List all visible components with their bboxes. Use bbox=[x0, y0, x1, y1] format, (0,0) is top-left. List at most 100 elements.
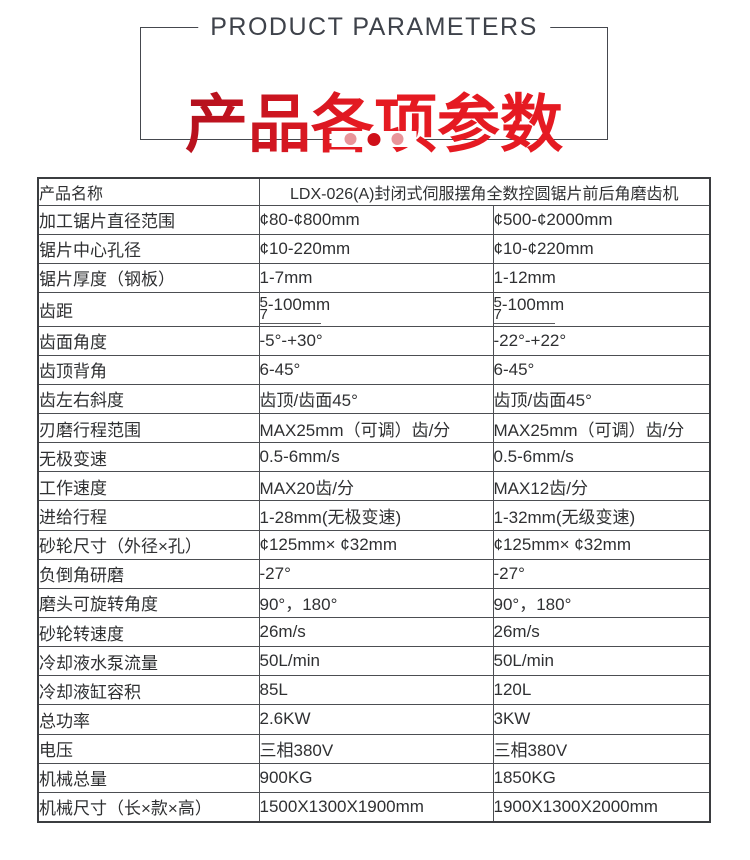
spec-value-cell-2: 0.5-6mm/s bbox=[492, 442, 711, 473]
eyebrow-text: PRODUCT PARAMETERS bbox=[198, 13, 550, 42]
spec-value-cell-2: ¢125mm× ¢32mm bbox=[492, 529, 711, 560]
spec-row: 齿面角度 -5°-+30° -22°-+22° bbox=[37, 325, 711, 356]
spec-value-cell-2: 5 7 -100mm bbox=[492, 291, 711, 327]
spec-row: 总功率 2.6KW 3KW bbox=[37, 704, 711, 735]
spec-value-cell-2: -27° bbox=[492, 558, 711, 589]
spec-row: 机械尺寸（长×款×高） 1500X1300X1900mm 1900X1300X2… bbox=[37, 791, 711, 823]
spec-value-cell-1: 2.6KW bbox=[258, 704, 494, 735]
spec-value-cell-1: 90°，180° bbox=[258, 587, 494, 618]
spec-row: 齿左右斜度 齿顶/齿面45° 齿顶/齿面45° bbox=[37, 383, 711, 414]
spec-value-cell-1: 26m/s bbox=[258, 616, 494, 648]
spec-value-cell-2: 齿顶/齿面45° bbox=[492, 383, 711, 414]
spec-value-cell-2: -22°-+22° bbox=[492, 325, 711, 356]
spec-value-cell-1: 85L bbox=[258, 675, 494, 706]
spec-label-cell: 负倒角研磨 bbox=[37, 558, 260, 589]
spec-label-cell: 加工锯片直径范围 bbox=[37, 204, 260, 235]
spec-row: 无极变速 0.5-6mm/s 0.5-6mm/s bbox=[37, 442, 711, 473]
spec-value-cell-1: 5 7 -100mm bbox=[258, 291, 494, 327]
spec-row: 加工锯片直径范围 ¢80-¢800mm ¢500-¢2000mm bbox=[37, 204, 711, 235]
dot-right-icon bbox=[391, 133, 404, 145]
spec-value-cell-1: 1-7mm bbox=[258, 262, 494, 293]
product-name-cell: LDX-026(A)封闭式伺服摆角全数控圆锯片前后角磨齿机 bbox=[258, 177, 711, 206]
spec-row: 工作速度 MAX20齿/分 MAX12齿/分 bbox=[37, 471, 711, 502]
spec-label-cell: 进给行程 bbox=[37, 500, 260, 531]
spec-label-cell: 磨头可旋转角度 bbox=[37, 587, 260, 618]
spec-label-cell: 工作速度 bbox=[37, 471, 260, 502]
spec-value-cell-2: 三相380V bbox=[492, 733, 711, 764]
spec-value-cell-1: 齿顶/齿面45° bbox=[258, 383, 494, 414]
spec-label-cell: 砂轮尺寸（外径×孔） bbox=[37, 529, 260, 560]
dots-decoration bbox=[331, 131, 417, 147]
spec-value-cell-1: 1-28mm(无极变速) bbox=[258, 500, 494, 531]
spec-value-cell-2: 26m/s bbox=[492, 616, 711, 648]
spec-label-cell: 齿距 bbox=[37, 291, 260, 327]
spec-label-cell: 机械尺寸（长×款×高） bbox=[37, 791, 260, 823]
spec-row: 砂轮尺寸（外径×孔） ¢125mm× ¢32mm ¢125mm× ¢32mm bbox=[37, 529, 711, 560]
spec-row: 锯片厚度（钢板） 1-7mm 1-12mm bbox=[37, 262, 711, 293]
spec-label-cell: 冷却液缸容积 bbox=[37, 675, 260, 706]
spec-label-cell: 机械总量 bbox=[37, 762, 260, 793]
spec-label-cell: 砂轮转速度 bbox=[37, 616, 260, 648]
spec-label-cell: 锯片中心孔径 bbox=[37, 233, 260, 264]
spec-value-cell-2: MAX12齿/分 bbox=[492, 471, 711, 502]
fraction-suffix: -100mm bbox=[267, 294, 331, 314]
spec-value-cell-1: 50L/min bbox=[258, 646, 494, 677]
spec-value-cell-1: 0.5-6mm/s bbox=[258, 442, 494, 473]
spec-value-cell-2: 1-32mm(无级变速) bbox=[492, 500, 711, 531]
spec-label-cell: 刃磨行程范围 bbox=[37, 412, 260, 444]
fraction-top: 5 bbox=[259, 293, 268, 311]
spec-value-cell-2: 1850KG bbox=[492, 762, 711, 793]
spec-label-cell: 锯片厚度（钢板） bbox=[37, 262, 260, 293]
spec-value-cell-2: ¢10-¢220mm bbox=[492, 233, 711, 264]
spec-label-cell: 无极变速 bbox=[37, 442, 260, 473]
spec-row: 砂轮转速度 26m/s 26m/s bbox=[37, 616, 711, 648]
spec-label-cell: 齿左右斜度 bbox=[37, 383, 260, 414]
fraction-bottom: 7 bbox=[493, 305, 502, 323]
spec-label-cell: 总功率 bbox=[37, 704, 260, 735]
spec-value-cell-1: ¢80-¢800mm bbox=[258, 204, 494, 235]
spec-row: 机械总量 900KG 1850KG bbox=[37, 762, 711, 793]
spec-value-cell-1: MAX25mm（可调）齿/分 bbox=[258, 412, 494, 444]
spec-row: 冷却液水泵流量 50L/min 50L/min bbox=[37, 646, 711, 677]
spec-label-cell: 产品名称 bbox=[37, 177, 260, 206]
spec-label-cell: 冷却液水泵流量 bbox=[37, 646, 260, 677]
spec-value-cell-2: 50L/min bbox=[492, 646, 711, 677]
spec-value-cell-1: -27° bbox=[258, 558, 494, 589]
spec-row: 刃磨行程范围 MAX25mm（可调）齿/分 MAX25mm（可调）齿/分 bbox=[37, 412, 711, 444]
spec-row: 磨头可旋转角度 90°，180° 90°，180° bbox=[37, 587, 711, 618]
spec-row: 电压 三相380V 三相380V bbox=[37, 733, 711, 764]
spec-row: 进给行程 1-28mm(无极变速) 1-32mm(无级变速) bbox=[37, 500, 711, 531]
spec-row-tooth-pitch: 齿距 5 7 -100mm 5 7 -100mm bbox=[37, 291, 711, 327]
title-frame: PRODUCT PARAMETERS 产品各项参数 bbox=[140, 13, 608, 159]
page-title: 产品各项参数 bbox=[141, 91, 607, 159]
spec-value-cell-2: ¢500-¢2000mm bbox=[492, 204, 711, 235]
spec-value-cell-2: 90°，180° bbox=[492, 587, 711, 618]
spec-value-cell-1: 900KG bbox=[258, 762, 494, 793]
spec-value-cell-2: 120L bbox=[492, 675, 711, 706]
spec-row: 负倒角研磨 -27° -27° bbox=[37, 558, 711, 589]
spec-value-cell-2: MAX25mm（可调）齿/分 bbox=[492, 412, 711, 444]
spec-value-cell-1: ¢10-220mm bbox=[258, 233, 494, 264]
fraction-suffix: -100mm bbox=[501, 294, 565, 314]
spec-value-cell-1: 6-45° bbox=[258, 354, 494, 385]
spec-label-cell: 齿顶背角 bbox=[37, 354, 260, 385]
spec-value-cell-2: 1-12mm bbox=[492, 262, 711, 293]
spec-row: 锯片中心孔径 ¢10-220mm ¢10-¢220mm bbox=[37, 233, 711, 264]
spec-value-cell-2: 1900X1300X2000mm bbox=[492, 791, 711, 823]
spec-value-cell-1: 三相380V bbox=[258, 733, 494, 764]
spec-table: 产品名称 LDX-026(A)封闭式伺服摆角全数控圆锯片前后角磨齿机 加工锯片直… bbox=[37, 177, 712, 823]
spec-value-cell-2: 6-45° bbox=[492, 354, 711, 385]
fraction-top: 5 bbox=[493, 293, 502, 311]
spec-value-cell-1: 1500X1300X1900mm bbox=[258, 791, 494, 823]
spec-row-product-name: 产品名称 LDX-026(A)封闭式伺服摆角全数控圆锯片前后角磨齿机 bbox=[37, 177, 711, 206]
spec-row: 冷却液缸容积 85L 120L bbox=[37, 675, 711, 706]
spec-value-cell-2: 3KW bbox=[492, 704, 711, 735]
spec-value-cell-1: MAX20齿/分 bbox=[258, 471, 494, 502]
dot-middle-icon bbox=[367, 132, 381, 146]
spec-label-cell: 齿面角度 bbox=[37, 325, 260, 356]
spec-row: 齿顶背角 6-45° 6-45° bbox=[37, 354, 711, 385]
